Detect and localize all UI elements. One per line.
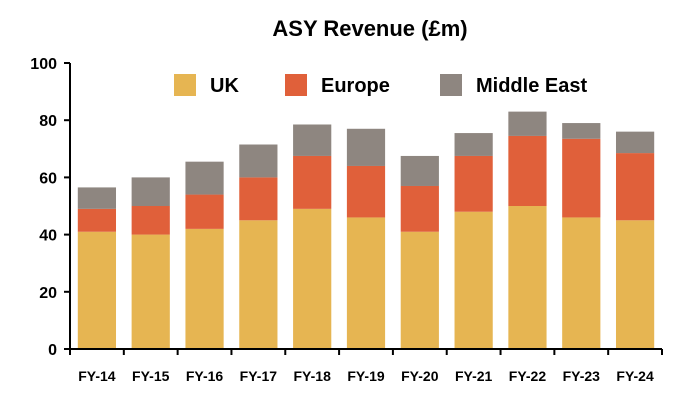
bar-middle-east-fy-21 <box>454 133 493 156</box>
bar-middle-east-fy-17 <box>239 144 278 178</box>
bar-europe-fy-24 <box>615 153 655 221</box>
bar-middle-east-fy-18 <box>293 124 332 156</box>
bar-europe-fy-20 <box>400 185 439 232</box>
y-tick-label: 80 <box>39 113 57 130</box>
bar-europe-fy-21 <box>454 155 493 212</box>
x-tick-label: FY-20 <box>401 368 439 384</box>
y-tick-label: 20 <box>39 285 57 302</box>
bar-uk-fy-20 <box>400 231 439 349</box>
bar-middle-east-fy-16 <box>185 161 224 195</box>
bar-europe-fy-19 <box>346 165 386 218</box>
y-tick-label: 100 <box>30 56 57 73</box>
bar-middle-east-fy-23 <box>562 123 601 139</box>
y-axis: 0 20 40 60 80 100 <box>30 56 71 359</box>
x-tick-label: FY-22 <box>509 368 547 384</box>
legend-label-middle-east: Middle East <box>476 75 587 97</box>
bar-europe-fy-22 <box>508 135 547 206</box>
bar-europe-fy-18 <box>293 155 332 209</box>
x-tick-label: FY-24 <box>616 368 654 384</box>
x-axis: FY-14 FY-15 FY-16 FY-17 FY-18 FY-19 FY-20 FY-21… <box>69 348 663 384</box>
y-tick-label: 40 <box>39 228 57 245</box>
bar-middle-east-fy-24 <box>615 131 655 154</box>
bar-uk-fy-19 <box>346 217 386 349</box>
legend-label-uk: UK <box>210 75 239 97</box>
bar-uk-fy-17 <box>239 220 278 349</box>
bar-uk-fy-21 <box>454 211 493 349</box>
x-tick-label: FY-16 <box>186 368 224 384</box>
bar-uk-fy-15 <box>131 234 170 349</box>
bar-uk-fy-24 <box>615 220 655 349</box>
x-tick-label: FY-17 <box>240 368 278 384</box>
bar-europe-fy-15 <box>131 206 170 235</box>
bar-middle-east-fy-14 <box>77 187 117 209</box>
x-tick-label: FY-14 <box>78 368 116 384</box>
bar-middle-east-fy-22 <box>508 111 547 136</box>
bar-uk-fy-18 <box>293 208 332 349</box>
bar-europe-fy-14 <box>77 208 117 232</box>
x-tick-label: FY-23 <box>563 368 601 384</box>
bar-europe-fy-23 <box>562 138 601 218</box>
x-tick-label: FY-18 <box>294 368 332 384</box>
x-tick-label: FY-21 <box>455 368 493 384</box>
bar-middle-east-fy-19 <box>346 128 386 166</box>
bar-uk-fy-16 <box>185 228 224 349</box>
y-tick-label: 60 <box>39 170 57 187</box>
bar-middle-east-fy-20 <box>400 155 439 186</box>
legend-swatch-middle-east <box>440 74 462 96</box>
bar-uk-fy-14 <box>77 231 117 349</box>
bar-europe-fy-17 <box>239 177 278 221</box>
bar-uk-fy-22 <box>508 206 547 349</box>
legend-swatch-uk <box>174 74 196 96</box>
legend: UK Europe Middle East <box>174 74 587 97</box>
legend-label-europe: Europe <box>321 75 390 97</box>
x-tick-label: FY-19 <box>347 368 385 384</box>
legend-swatch-europe <box>285 74 307 96</box>
bar-area <box>77 111 655 349</box>
bar-middle-east-fy-15 <box>131 177 170 206</box>
x-tick-label: FY-15 <box>132 368 170 384</box>
y-tick-label: 0 <box>48 342 57 359</box>
bar-uk-fy-23 <box>562 217 601 349</box>
bar-europe-fy-16 <box>185 194 224 229</box>
chart-title: ASY Revenue (£m) <box>272 16 467 41</box>
